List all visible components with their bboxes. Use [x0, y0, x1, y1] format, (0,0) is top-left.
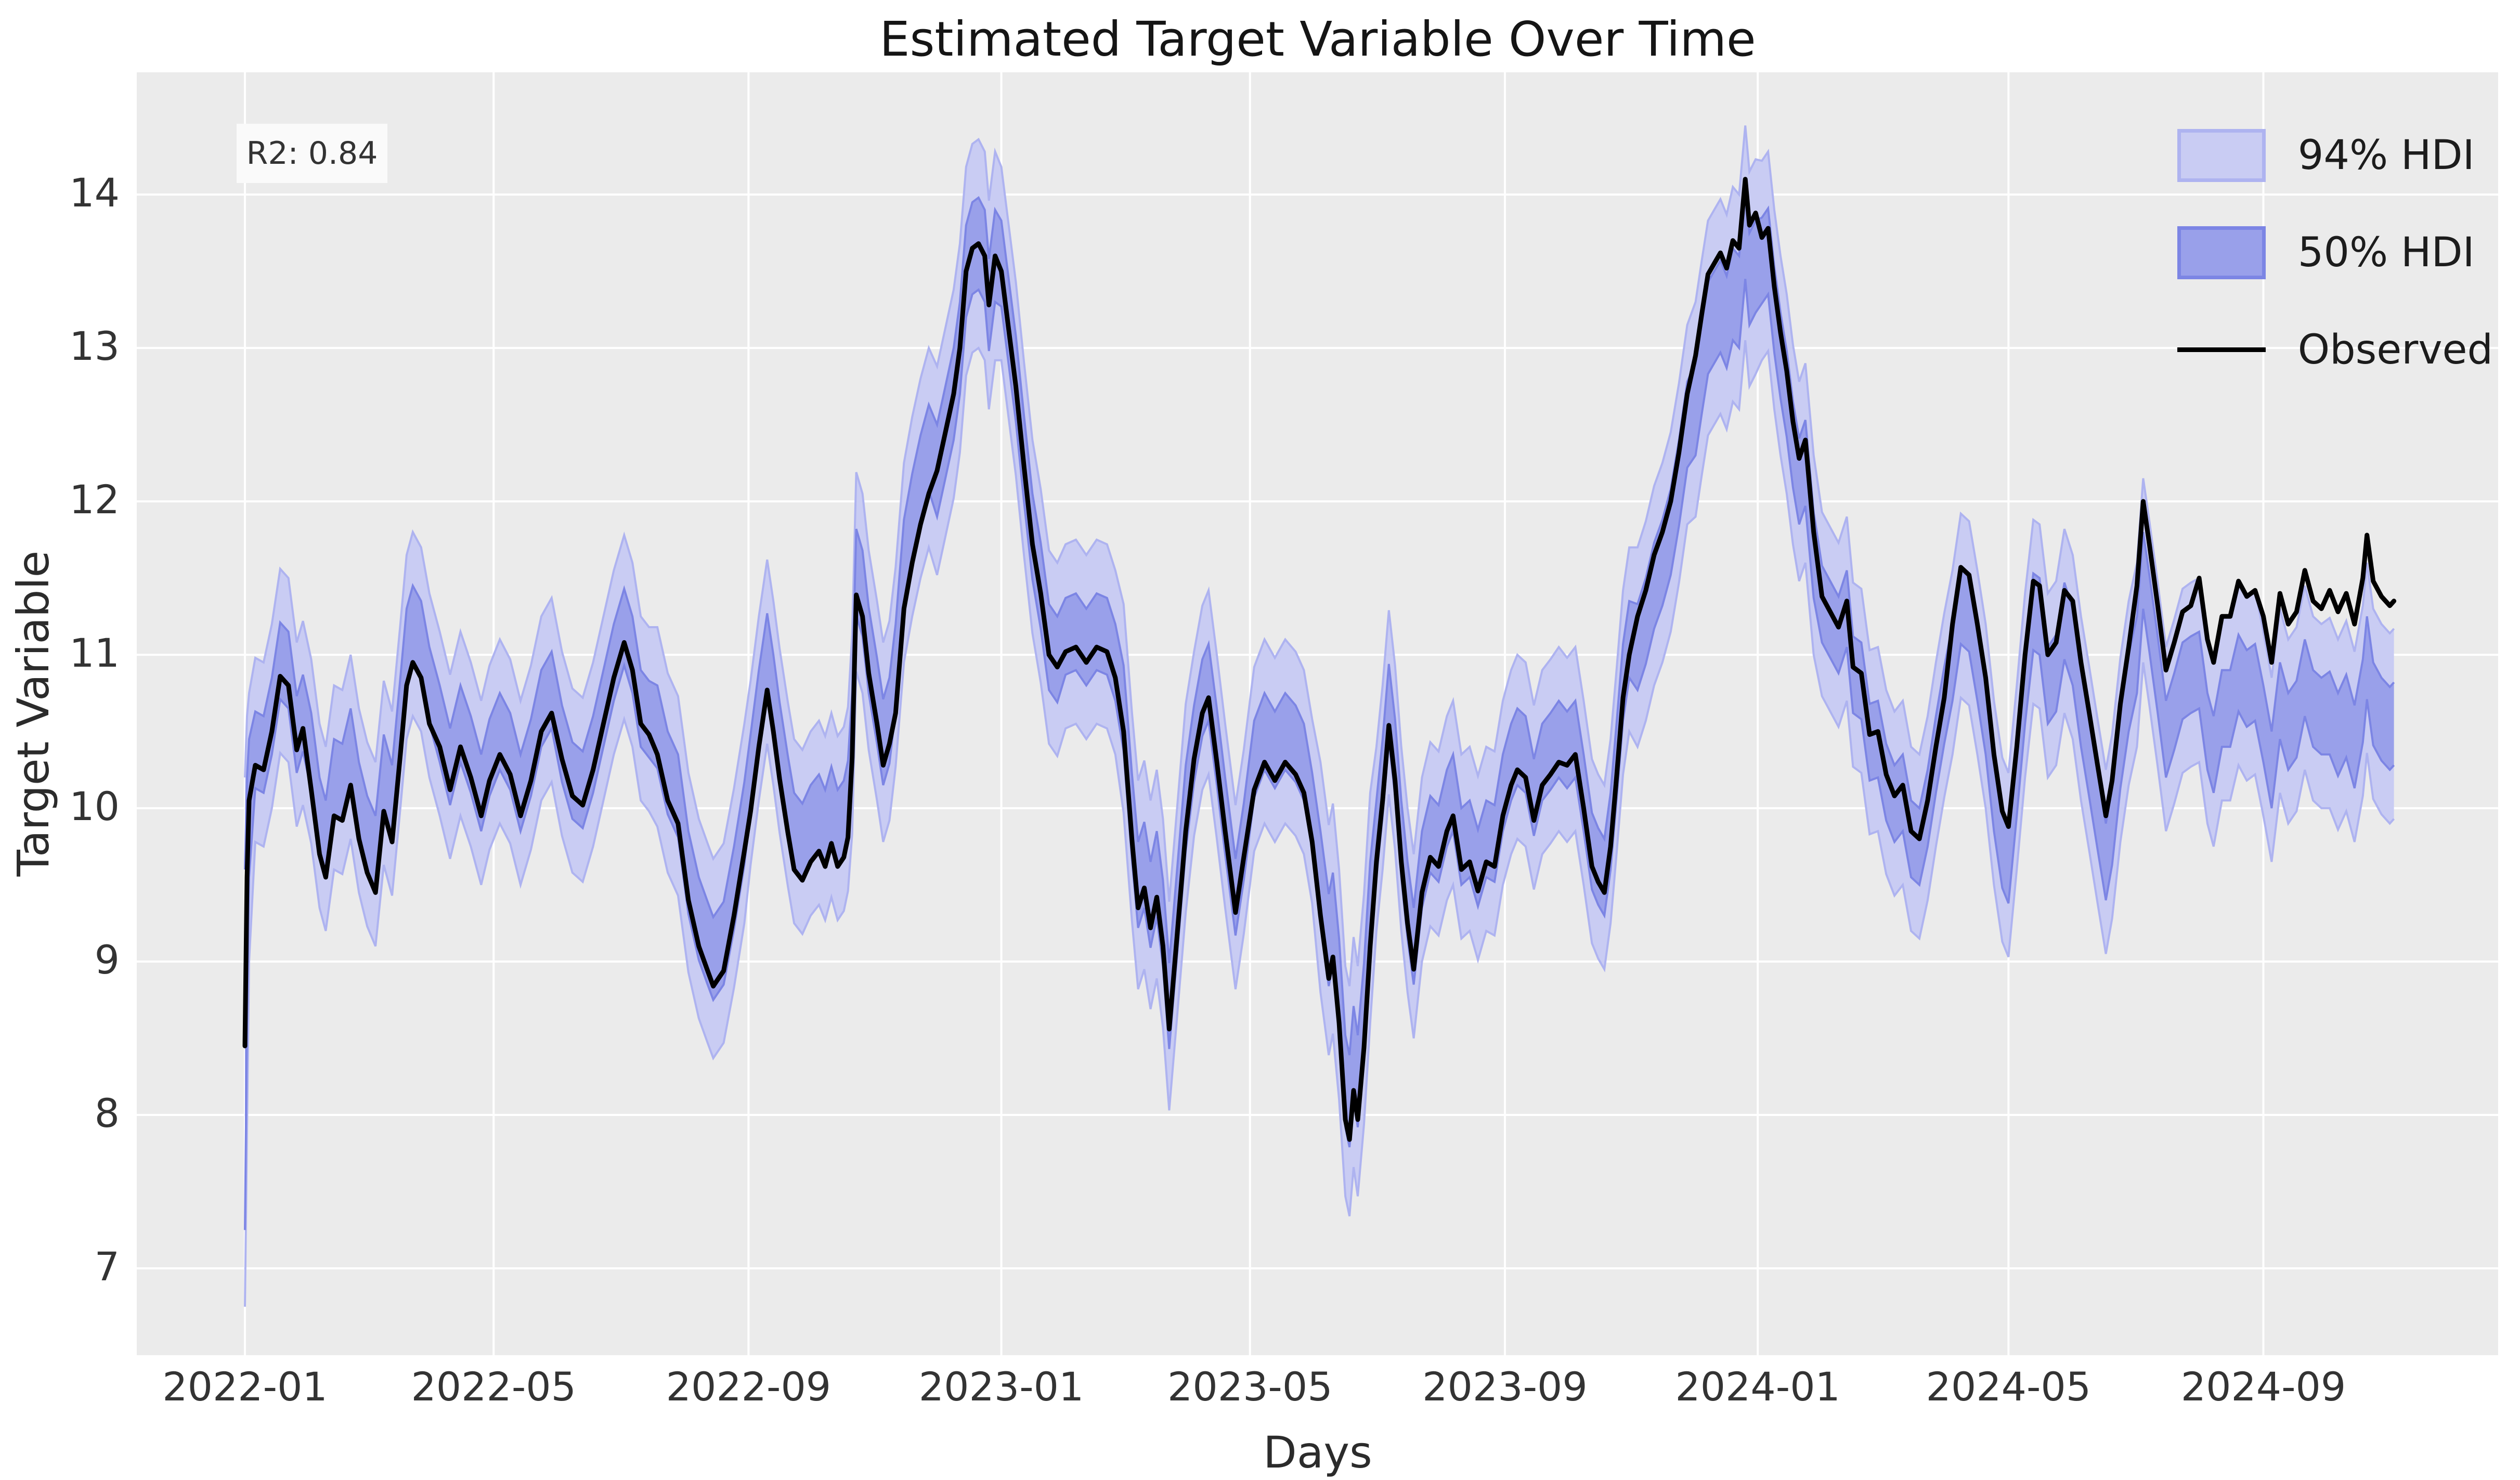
legend-item-observed: Observed: [2177, 301, 2493, 398]
x-tick-label: 2023-01: [918, 1364, 1084, 1410]
hdi94-upper-edge: [244, 125, 2395, 986]
y-tick-label: 12: [69, 476, 120, 523]
x-tick-label: 2024-05: [1926, 1364, 2092, 1410]
legend-label: 50% HDI: [2297, 229, 2475, 276]
chart-title: Estimated Target Variable Over Time: [879, 11, 1756, 67]
observed-line-swatch-icon: [2177, 347, 2266, 352]
x-tick-label: 2023-09: [1422, 1364, 1588, 1410]
x-tick-label: 2024-09: [2180, 1364, 2346, 1410]
legend-item-50-hdi: 50% HDI: [2177, 204, 2493, 301]
y-tick-label: 13: [69, 323, 120, 370]
legend-label: 94% HDI: [2297, 132, 2475, 179]
y-tick-label: 7: [94, 1243, 120, 1290]
y-tick-label: 8: [94, 1089, 120, 1136]
y-tick-label: 14: [69, 170, 120, 216]
legend-item-94-hdi: 94% HDI: [2177, 107, 2493, 204]
hdi94-lower-edge: [244, 340, 2395, 1307]
x-tick-label: 2023-05: [1167, 1364, 1333, 1410]
x-tick-label: 2022-09: [666, 1364, 832, 1410]
legend-label: Observed: [2297, 326, 2493, 373]
x-tick-label: 2022-01: [162, 1364, 328, 1410]
y-tick-label: 11: [69, 630, 120, 677]
observed-line: [242, 177, 2397, 1142]
x-tick-label: 2022-05: [411, 1364, 576, 1410]
x-tick-label: 2024-01: [1675, 1364, 1840, 1410]
y-axis-label: Target Variable: [8, 550, 59, 877]
hdi50-band-swatch-icon: [2177, 226, 2266, 279]
hdi94-band-swatch-icon: [2177, 128, 2266, 182]
y-tick-label: 10: [69, 783, 120, 830]
legend: 94% HDI 50% HDI Observed: [2177, 107, 2493, 398]
x-axis-label: Days: [1263, 1427, 1372, 1478]
hdi94-band: [245, 125, 2394, 1307]
y-tick-label: 9: [94, 936, 120, 983]
r2-annotation: R2: 0.84: [237, 124, 387, 183]
